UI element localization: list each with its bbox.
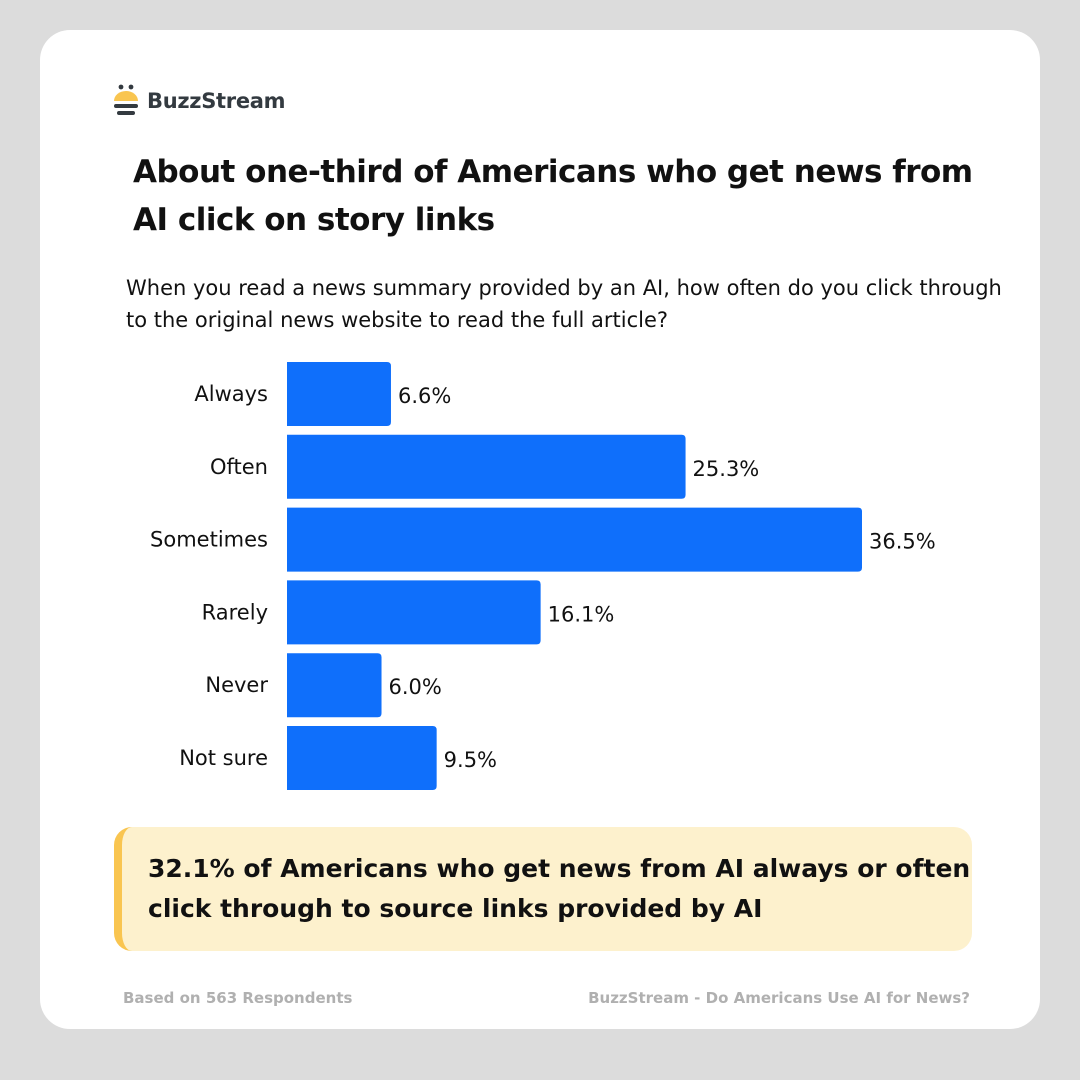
callout-box: 32.1% of Americans who get news from AI … [114, 827, 972, 951]
bar-never [287, 653, 382, 718]
category-label: Always [194, 382, 268, 406]
data-label: 25.3% [693, 457, 760, 481]
category-label: Sometimes [150, 528, 268, 552]
data-label: 16.1% [548, 602, 615, 626]
bee-icon [114, 84, 138, 115]
data-label: 6.6% [398, 384, 451, 408]
chart-title: About one-third of Americans who get new… [133, 154, 973, 238]
bar-sometimes [287, 507, 862, 572]
category-label: Often [210, 455, 268, 479]
category-label: Rarely [202, 600, 268, 624]
brand-logo: BuzzStream [113, 84, 286, 118]
category-label: Not sure [179, 746, 268, 770]
bar-not-sure [287, 726, 437, 790]
data-label: 36.5% [869, 530, 936, 554]
bar-rarely [287, 580, 541, 645]
bar-often [287, 434, 686, 499]
chart-subtitle: When you read a news summary provided by… [126, 276, 1002, 332]
bar-always [287, 362, 391, 426]
brand-name: BuzzStream [147, 89, 286, 113]
data-label: 6.0% [389, 675, 442, 699]
footer-respondents: Based on 563 Respondents [123, 989, 353, 1007]
footer-source: BuzzStream - Do Americans Use AI for New… [588, 989, 970, 1007]
data-label: 9.5% [444, 748, 497, 772]
category-label: Never [205, 673, 268, 697]
